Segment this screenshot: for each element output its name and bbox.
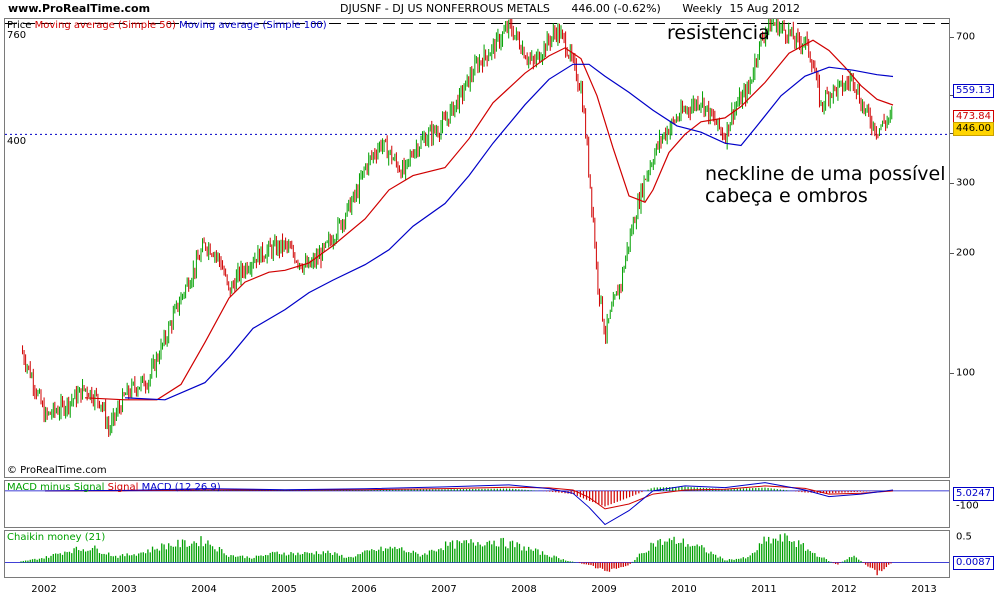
price-y-tick-label: 300 [956, 177, 976, 189]
annotation-neckline-line2: cabeça e ombros [705, 185, 868, 207]
neckline-level-label: 400 [7, 136, 27, 147]
chaikin-value-tag: 0.0087 [953, 556, 994, 570]
x-tick-label: 2003 [111, 584, 137, 595]
macd-value-tag: 5.0247 [953, 487, 994, 501]
symbol-name: DJUSNF - DJ US NONFERROUS METALS [340, 2, 550, 15]
price-y-tick-mark [950, 253, 954, 255]
x-tick-label: 2009 [591, 584, 617, 595]
price-chart-svg[interactable] [5, 19, 949, 477]
x-tick-label: 2007 [431, 584, 457, 595]
legend-macd-minus-signal: MACD minus Signal [7, 482, 105, 493]
chaikin-y-tick-label: 0.5 [956, 531, 972, 543]
price-y-tick-label: 100 [956, 367, 976, 379]
macd-legend: MACD minus Signal Signal MACD (12 26 9) [7, 482, 221, 493]
chaikin-legend: Chaikin money (21) [7, 532, 105, 543]
x-tick-label: 2011 [751, 584, 777, 595]
site-name: www.ProRealTime.com [8, 2, 151, 15]
macd-chart-svg[interactable] [5, 481, 949, 527]
chaikin-histogram [20, 533, 892, 576]
chaikin-y-axis: 0.0087 0.50 [950, 530, 1000, 576]
price-y-tick-mark [950, 183, 954, 185]
price-y-axis: 559.13 473.84 446.00 100200300400500700 [950, 18, 1000, 476]
chart-title: DJUSNF - DJ US NONFERROUS METALS 446.00 … [340, 2, 804, 15]
macd-line [44, 482, 894, 526]
period-label: Weekly [682, 2, 723, 15]
price-y-tick-mark [950, 372, 954, 374]
legend-ma50: Moving average (Simple 50) [34, 20, 176, 31]
x-tick-label: 2004 [191, 584, 217, 595]
x-tick-label: 2013 [911, 584, 937, 595]
x-tick-label: 2006 [351, 584, 377, 595]
x-tick-label: 2010 [671, 584, 697, 595]
time-x-axis: 2002 2003 2004 2005 2006 2007 2008 2009 2010 2011… [4, 578, 948, 598]
x-tick-label: 2005 [271, 584, 297, 595]
price-y-tick-label: 200 [956, 247, 976, 259]
price-legend: Price Moving average (Simple 50) Moving … [7, 20, 327, 31]
price-y-tick-mark [950, 133, 954, 135]
price-y-tick-label: 700 [956, 31, 976, 43]
date-label: 15 Aug 2012 [729, 2, 800, 15]
copyright: © ProRealTime.com [7, 465, 107, 476]
macd-y-tick-label: -100 [956, 500, 979, 512]
x-tick-label: 2008 [511, 584, 537, 595]
annotation-neckline-line1: neckline de uma possível [705, 163, 946, 185]
x-tick-label: 2012 [831, 584, 857, 595]
legend-signal: Signal [107, 482, 139, 493]
ma100-line [124, 63, 894, 401]
macd-pane[interactable]: MACD minus Signal Signal MACD (12 26 9) [4, 480, 950, 528]
price-y-tick-mark [950, 36, 954, 38]
price-y-tick-mark [950, 94, 954, 96]
resistance-level-label: 760 [7, 30, 27, 41]
ma100-value-tag: 559.13 [953, 84, 994, 98]
legend-chaikin: Chaikin money (21) [7, 532, 106, 543]
annotation-resistance: resistencia [667, 22, 770, 44]
x-tick-label: 2002 [31, 584, 57, 595]
chaikin-chart-svg[interactable] [5, 531, 949, 577]
last-price-tag: 446.00 [953, 122, 994, 136]
price-pane[interactable]: Price Moving average (Simple 50) Moving … [4, 18, 950, 478]
price-candles [22, 19, 893, 437]
macd-y-axis: 5.0247 -100 [950, 480, 1000, 526]
legend-price: Price [7, 20, 32, 31]
ma50-line [84, 39, 894, 401]
legend-ma100: Moving average (Simple 100) [179, 20, 327, 31]
legend-macd: MACD (12 26 9) [141, 482, 221, 493]
chaikin-pane[interactable]: Chaikin money (21) [4, 530, 950, 578]
last-quote: 446.00 (-0.62%) [571, 2, 661, 15]
